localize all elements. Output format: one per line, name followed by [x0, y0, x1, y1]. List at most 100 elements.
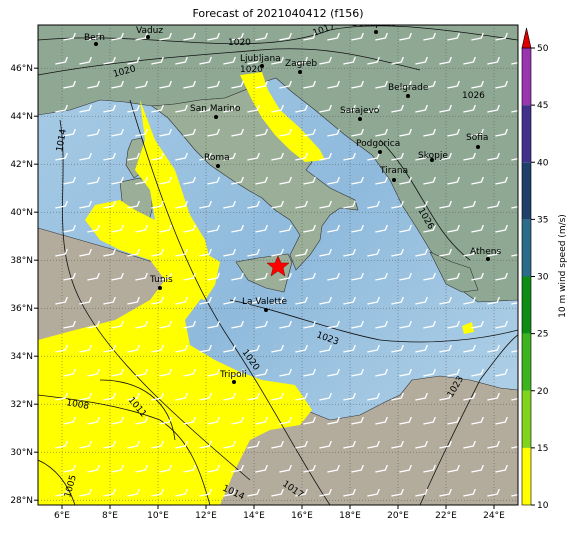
- wind-barb: [327, 272, 340, 281]
- wind-barb: [79, 200, 92, 209]
- lat-label: 46°N: [10, 64, 33, 74]
- wind-barb: [159, 272, 172, 281]
- wind-barb: [231, 464, 244, 473]
- wind-barb: [207, 272, 220, 281]
- wind-barb: [423, 224, 436, 233]
- city-dot: [158, 286, 162, 290]
- wind-barb: [175, 56, 188, 65]
- colorbar-segment: [522, 162, 531, 220]
- wind-barb: [271, 56, 284, 65]
- wind-barb: [55, 56, 68, 65]
- wind-barb: [103, 392, 116, 401]
- isobar-label: 1014: [55, 128, 69, 153]
- wind-barb: [111, 128, 124, 137]
- wind-barb: [79, 440, 92, 449]
- wind-barb: [55, 248, 68, 257]
- wind-barb: [231, 80, 244, 89]
- wind-barb: [135, 32, 148, 41]
- wind-barb: [199, 392, 212, 401]
- lat-label: 38°N: [10, 256, 33, 266]
- wind-barb: [111, 176, 124, 185]
- wind-barb: [303, 272, 316, 281]
- wind-barb: [79, 392, 92, 401]
- cities: Bern Vaduz Ljubljana Zagreb Budapest Belgrade…: [84, 19, 501, 384]
- wind-barb: [351, 416, 364, 425]
- wind-barb: [487, 344, 500, 353]
- wind-barb: [223, 152, 236, 161]
- wind-barb: [255, 128, 268, 137]
- city-label: Tunis: [149, 275, 173, 285]
- wind-barb: [439, 440, 452, 449]
- wind-barb: [199, 104, 212, 113]
- wind-barb: [127, 440, 140, 449]
- wind-barb: [399, 320, 412, 329]
- wind-barb: [439, 296, 452, 305]
- wind-barb: [439, 488, 452, 497]
- wind-barb: [487, 56, 500, 65]
- wind-barb: [159, 320, 172, 329]
- city-dot: [392, 178, 396, 182]
- wind-barb: [495, 464, 508, 473]
- wind-barb: [343, 200, 356, 209]
- city-label: Budapest: [352, 19, 395, 29]
- city-dot: [430, 158, 434, 162]
- wind-barb: [367, 440, 380, 449]
- wind-barb: [111, 32, 124, 41]
- wind-barb: [135, 272, 148, 281]
- wind-barb: [343, 392, 356, 401]
- wind-barb: [447, 80, 460, 89]
- city-label: Ljubljana: [240, 54, 281, 64]
- wind-barb: [391, 344, 404, 353]
- colorbar-segment: [522, 333, 531, 391]
- wind-barb: [375, 176, 388, 185]
- wind-barb: [199, 488, 212, 497]
- wind-barb: [199, 152, 212, 161]
- wind-barb: [487, 104, 500, 113]
- colorbar: 10 15 20 25 30 35 40 45 50 10 m wind speed (m/s): [521, 27, 568, 511]
- wind-barb: [271, 488, 284, 497]
- wind-barb: [327, 320, 340, 329]
- wind-barb: [199, 56, 212, 65]
- wind-barb: [351, 80, 364, 89]
- wind-barb: [375, 464, 388, 473]
- wind-barb: [199, 440, 212, 449]
- city-dot: [232, 380, 236, 384]
- city-label: Podgorica: [356, 139, 400, 149]
- colorbar-extend: [521, 27, 532, 49]
- wind-barb: [111, 368, 124, 377]
- wind-barb: [231, 320, 244, 329]
- wind-barb: [63, 368, 76, 377]
- wind-barb: [343, 56, 356, 65]
- city-dot: [146, 35, 150, 39]
- wind-barb: [103, 104, 116, 113]
- wind-barb: [79, 296, 92, 305]
- wind-barb: [63, 272, 76, 281]
- lon-label: 18°E: [339, 511, 361, 521]
- colorbar-tick-label: 25: [537, 330, 548, 340]
- wind-barb: [159, 464, 172, 473]
- wind-barb: [135, 416, 148, 425]
- city-label: Roma: [204, 153, 230, 163]
- wind-barb: [327, 416, 340, 425]
- city-label: San Marino: [190, 104, 241, 114]
- city-label: Athens: [470, 247, 501, 257]
- wind-barb: [111, 224, 124, 233]
- wind-barb: [87, 128, 100, 137]
- city-dot: [476, 145, 480, 149]
- wind-barb: [319, 200, 332, 209]
- wind-barb: [279, 128, 292, 137]
- isobar-label: 1020: [228, 38, 251, 48]
- wind-barb: [415, 296, 428, 305]
- wind-barb: [271, 392, 284, 401]
- colorbar-segment: [522, 105, 531, 163]
- wind-barb: [183, 128, 196, 137]
- wind-barb: [471, 272, 484, 281]
- colorbar-tick-label: 45: [537, 101, 548, 111]
- wind-barb: [159, 32, 172, 41]
- wind-barb: [159, 80, 172, 89]
- colorbar-segment: [522, 219, 531, 277]
- wind-barb: [303, 80, 316, 89]
- colorbar-tick-label: 10: [537, 501, 549, 511]
- map-body: Bern Vaduz Ljubljana Zagreb Budapest Belgrade…: [38, 19, 518, 505]
- wind-barb: [511, 494, 518, 497]
